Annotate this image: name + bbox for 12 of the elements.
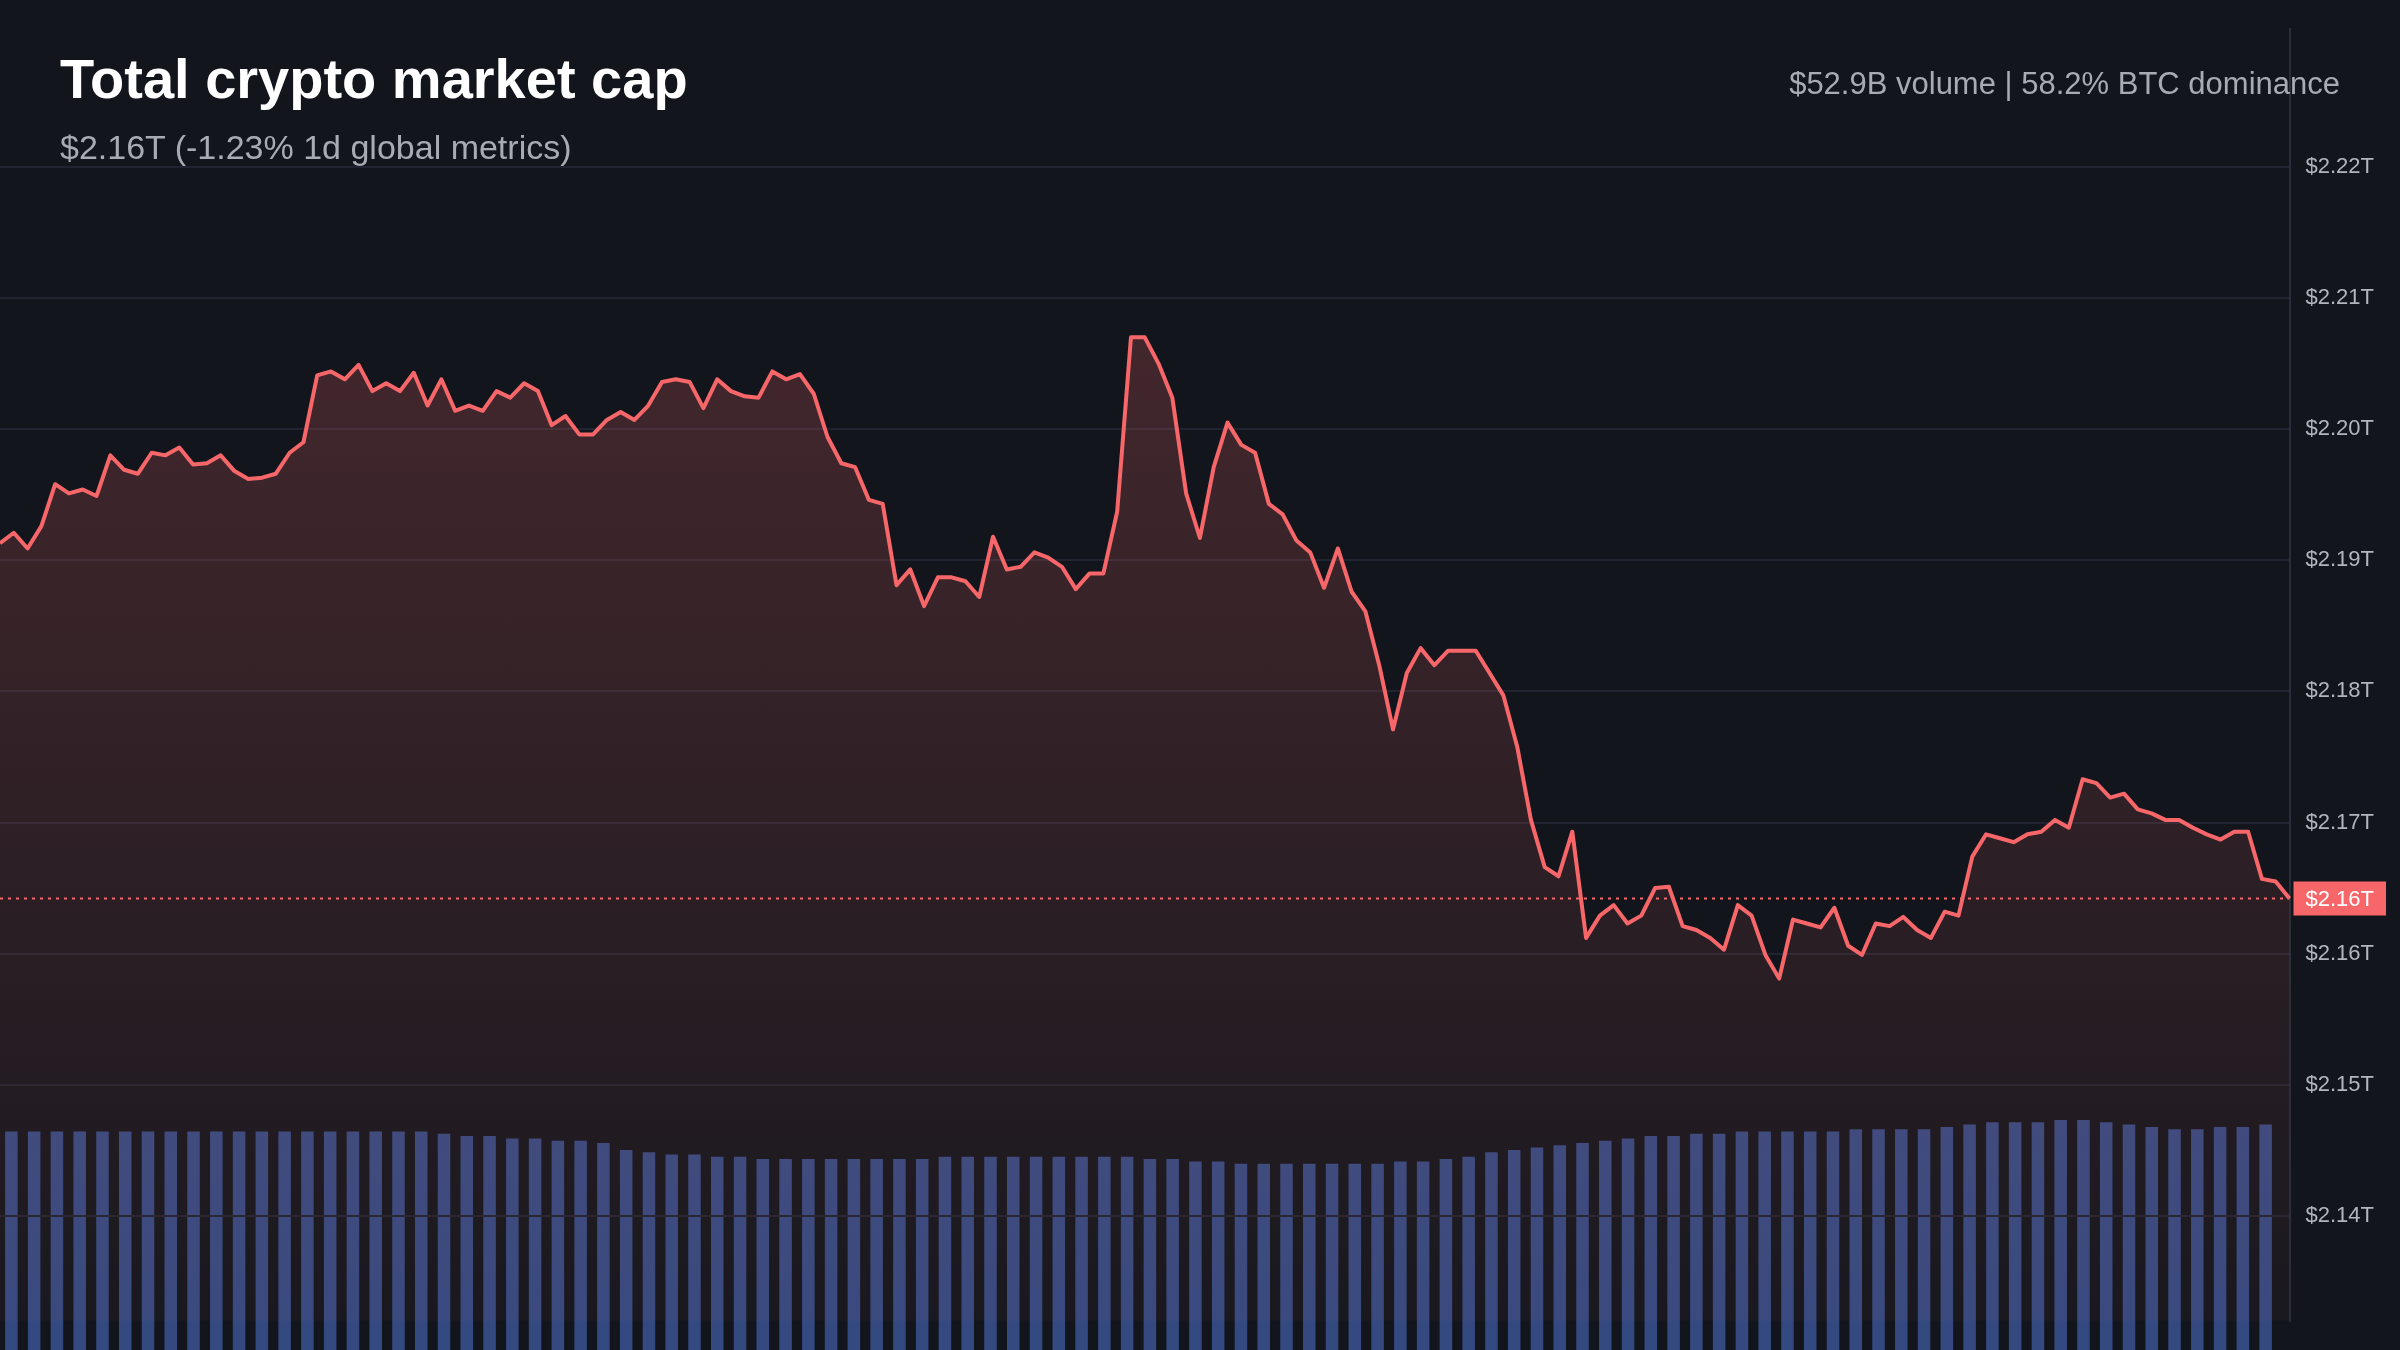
y-tick-label: $2.18T bbox=[2305, 677, 2375, 703]
y-tick-label: $2.21T bbox=[2305, 284, 2375, 310]
y-tick-label: $2.14T bbox=[2305, 1201, 2375, 1227]
y-tick-label: $2.17T bbox=[2305, 808, 2375, 834]
y-tick-label: $2.16T bbox=[2305, 939, 2375, 965]
text: $2.16T (-1.23% 1d global metrics) bbox=[60, 128, 572, 167]
chart-title: Total crypto market cap bbox=[60, 46, 688, 111]
y-tick-label: $2.20T bbox=[2305, 415, 2375, 441]
annotation: $52.9B volume | 58.2% BTC dominance bbox=[1789, 66, 2340, 102]
y-tick-label: $2.15T bbox=[2305, 1070, 2375, 1096]
y-tick-label: $2.19T bbox=[2305, 546, 2375, 572]
y-tick-label: $2.22T bbox=[2305, 152, 2375, 178]
